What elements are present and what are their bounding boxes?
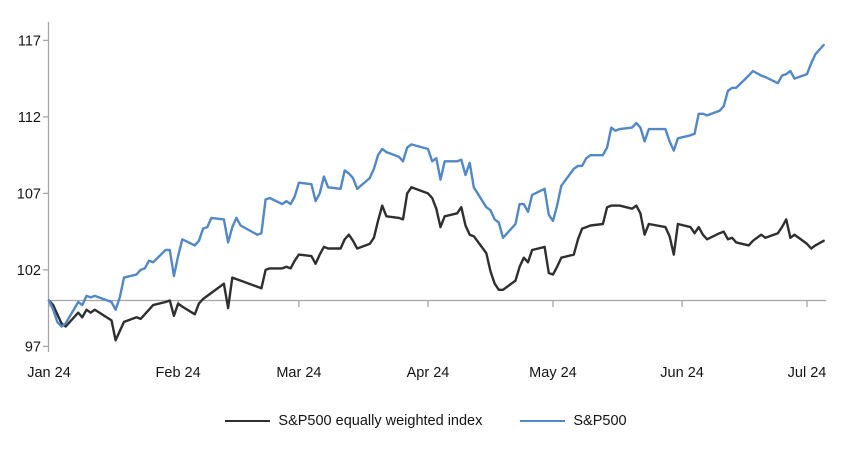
x-axis-tick-label: Mar 24 <box>276 365 321 381</box>
legend-label-equal-weight: S&P500 equally weighted index <box>278 413 483 429</box>
x-axis-tick-label: Feb 24 <box>156 365 201 381</box>
legend-line-swatch-sp500 <box>520 419 566 423</box>
legend-label-sp500: S&P500 <box>573 413 627 429</box>
y-axis-tick-label: 102 <box>17 263 41 279</box>
x-axis-tick-label: Jan 24 <box>27 365 71 381</box>
y-axis-tick-label: 117 <box>18 33 41 49</box>
legend: S&P500 equally weighted index S&P500 <box>0 413 852 429</box>
series-line-sp500 <box>47 43 825 328</box>
x-axis-tick-label: Jul 24 <box>788 365 827 381</box>
plot-area: Jan 24 Feb 24 Mar 24 Apr 24 May 24 Jun 24 Jul … <box>17 22 827 381</box>
x-axis-tick-label: Apr 24 <box>407 365 450 381</box>
x-axis-tick-label: Jun 24 <box>660 365 704 381</box>
y-axis-tick-label: 107 <box>17 186 41 202</box>
x-axis-tick-label: May 24 <box>529 365 577 381</box>
legend-item-sp500: S&P500 <box>520 413 627 429</box>
y-axis-tick-label: 97 <box>25 339 41 355</box>
legend-item-equal-weight: S&P500 equally weighted index <box>225 413 482 429</box>
legend-line-swatch-equal-weight <box>225 419 271 423</box>
series-line-equal-weight <box>47 186 825 342</box>
y-axis-tick-label: 112 <box>18 110 41 126</box>
